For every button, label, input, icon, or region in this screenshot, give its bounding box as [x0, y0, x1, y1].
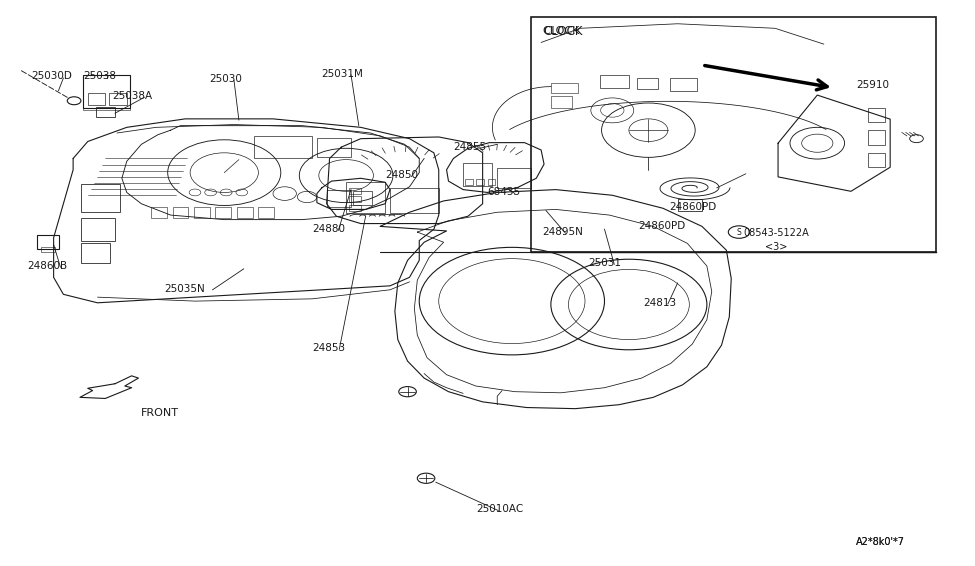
Bar [531, 17, 936, 252]
Text: 24860PD: 24860PD [639, 221, 685, 231]
Bar [349, 196, 361, 202]
Bar [258, 207, 274, 218]
Text: 25031M: 25031M [322, 68, 364, 79]
Text: S: S [737, 228, 741, 237]
Bar [349, 188, 361, 194]
Bar [551, 96, 572, 108]
Bar [88, 93, 105, 105]
Text: 24895N: 24895N [542, 227, 583, 237]
Bar [488, 179, 495, 185]
Text: 68435: 68435 [488, 187, 521, 198]
Bar [551, 83, 578, 93]
Bar [41, 247, 55, 252]
Text: FRONT: FRONT [141, 408, 179, 418]
Bar [476, 179, 484, 185]
Bar [349, 205, 361, 211]
Text: CLOCK: CLOCK [542, 26, 579, 36]
Text: 25030: 25030 [210, 74, 243, 84]
Text: A2*8k0'*7: A2*8k0'*7 [856, 537, 905, 547]
Text: A2*8k0'*7: A2*8k0'*7 [856, 537, 905, 547]
Text: 25038: 25038 [83, 71, 116, 82]
Bar [463, 163, 492, 186]
Bar [173, 207, 188, 218]
Bar [868, 153, 885, 168]
Text: 24880: 24880 [312, 224, 345, 234]
Text: 25910: 25910 [856, 80, 889, 90]
Text: 25010AC: 25010AC [476, 504, 523, 514]
Bar [600, 75, 629, 88]
Bar [346, 182, 385, 213]
Bar [194, 207, 210, 218]
Bar [637, 78, 658, 89]
Bar [37, 235, 58, 249]
Bar [96, 107, 115, 117]
Bar [109, 93, 127, 105]
Bar [151, 207, 167, 218]
Text: 25031: 25031 [588, 258, 621, 268]
Bar [215, 207, 231, 218]
Bar [353, 191, 372, 205]
Text: 24853: 24853 [312, 343, 345, 353]
Text: 25038A: 25038A [112, 91, 152, 101]
Text: 24860PD: 24860PD [669, 201, 716, 212]
Text: 24860B: 24860B [27, 261, 67, 271]
Text: CLOCK: CLOCK [543, 25, 583, 37]
Bar [81, 184, 120, 212]
Text: 24850: 24850 [385, 170, 418, 181]
Text: <3>: <3> [765, 242, 788, 252]
Text: 25030D: 25030D [31, 71, 72, 82]
Text: 08543-5122A: 08543-5122A [743, 228, 808, 238]
Bar [81, 243, 110, 263]
Bar [678, 199, 702, 211]
Bar [81, 218, 115, 241]
Bar [868, 108, 885, 122]
Bar [254, 136, 312, 158]
Bar [465, 179, 473, 185]
Bar [868, 130, 885, 145]
Text: 24813: 24813 [644, 298, 677, 308]
Bar [83, 75, 130, 108]
Bar [497, 168, 531, 188]
Bar [237, 207, 253, 218]
Bar [317, 138, 351, 157]
Bar [327, 190, 351, 207]
Text: 24855: 24855 [453, 142, 487, 152]
Bar [390, 188, 439, 213]
Bar [670, 78, 697, 91]
Text: 25035N: 25035N [164, 284, 205, 294]
